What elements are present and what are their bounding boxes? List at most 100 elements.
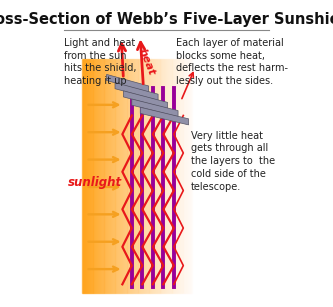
- Bar: [136, 59, 137, 293]
- Bar: [177, 59, 178, 293]
- Bar: [183, 59, 184, 293]
- Bar: [154, 59, 155, 293]
- Bar: [164, 59, 165, 293]
- Bar: [95, 59, 96, 293]
- Bar: [98, 59, 99, 293]
- Bar: [156, 59, 157, 293]
- Bar: [170, 59, 171, 293]
- Bar: [123, 59, 124, 293]
- Bar: [89, 59, 90, 293]
- Bar: [116, 59, 117, 293]
- Bar: [119, 59, 120, 293]
- Bar: [178, 59, 179, 293]
- Text: Very little heat
gets through all
the layers to  the
cold side of the
telescope.: Very little heat gets through all the la…: [191, 131, 275, 192]
- Bar: [130, 59, 131, 293]
- Bar: [165, 59, 166, 293]
- Bar: [125, 59, 126, 293]
- Polygon shape: [107, 74, 149, 92]
- Bar: [132, 59, 133, 293]
- Text: Cross-Section of Webb’s Five-Layer Sunshield: Cross-Section of Webb’s Five-Layer Sunsh…: [0, 12, 333, 27]
- Bar: [160, 59, 161, 293]
- Bar: [90, 59, 91, 293]
- Bar: [111, 59, 112, 293]
- Bar: [146, 59, 147, 293]
- Bar: [112, 59, 113, 293]
- Bar: [118, 59, 119, 293]
- Bar: [168, 59, 169, 293]
- Bar: [142, 59, 143, 293]
- Bar: [137, 59, 138, 293]
- Bar: [83, 59, 84, 293]
- Bar: [93, 59, 94, 293]
- Polygon shape: [132, 99, 178, 117]
- Bar: [141, 59, 142, 293]
- Bar: [84, 59, 85, 293]
- Bar: [171, 59, 172, 293]
- Bar: [159, 59, 160, 293]
- Text: sunlight: sunlight: [68, 176, 122, 189]
- Bar: [175, 59, 176, 293]
- Bar: [131, 59, 132, 293]
- Bar: [135, 59, 136, 293]
- Bar: [97, 59, 98, 293]
- Bar: [114, 59, 115, 293]
- Bar: [128, 59, 129, 293]
- Bar: [180, 59, 181, 293]
- Polygon shape: [140, 107, 188, 125]
- Bar: [144, 59, 145, 293]
- Bar: [188, 59, 189, 293]
- Bar: [103, 59, 104, 293]
- Bar: [134, 59, 135, 293]
- Bar: [108, 59, 109, 293]
- Polygon shape: [124, 91, 167, 108]
- Bar: [88, 59, 89, 293]
- Text: Each layer of material
blocks some heat,
deflects the rest harm-
lessly out the : Each layer of material blocks some heat,…: [176, 38, 288, 86]
- Bar: [138, 59, 139, 293]
- Bar: [96, 59, 97, 293]
- Bar: [151, 59, 152, 293]
- Bar: [157, 59, 158, 293]
- Bar: [145, 59, 146, 293]
- Bar: [182, 59, 183, 293]
- Bar: [126, 59, 127, 293]
- Bar: [153, 59, 154, 293]
- Bar: [91, 59, 92, 293]
- Polygon shape: [115, 83, 158, 100]
- Text: Light and heat
from the sun
hits the shield,
heating it up: Light and heat from the sun hits the shi…: [64, 38, 136, 86]
- Bar: [152, 59, 153, 293]
- Bar: [148, 59, 149, 293]
- Bar: [167, 59, 168, 293]
- Bar: [94, 59, 95, 293]
- Bar: [115, 59, 116, 293]
- Bar: [129, 59, 130, 293]
- Bar: [105, 59, 106, 293]
- Bar: [149, 59, 150, 293]
- Bar: [172, 59, 173, 293]
- Bar: [181, 59, 182, 293]
- Bar: [102, 59, 103, 293]
- Bar: [162, 59, 163, 293]
- Bar: [158, 59, 159, 293]
- Bar: [110, 59, 111, 293]
- Bar: [174, 59, 175, 293]
- Bar: [85, 59, 86, 293]
- Bar: [185, 59, 186, 293]
- Bar: [92, 59, 93, 293]
- Bar: [100, 59, 101, 293]
- Bar: [86, 59, 87, 293]
- Bar: [187, 59, 188, 293]
- Bar: [121, 59, 122, 293]
- Bar: [191, 59, 192, 293]
- Bar: [113, 59, 114, 293]
- Bar: [87, 59, 88, 293]
- Bar: [117, 59, 118, 293]
- Bar: [140, 59, 141, 293]
- Bar: [120, 59, 121, 293]
- Bar: [166, 59, 167, 293]
- Bar: [186, 59, 187, 293]
- Bar: [139, 59, 140, 293]
- Bar: [176, 59, 177, 293]
- Bar: [173, 59, 174, 293]
- Bar: [122, 59, 123, 293]
- Bar: [189, 59, 190, 293]
